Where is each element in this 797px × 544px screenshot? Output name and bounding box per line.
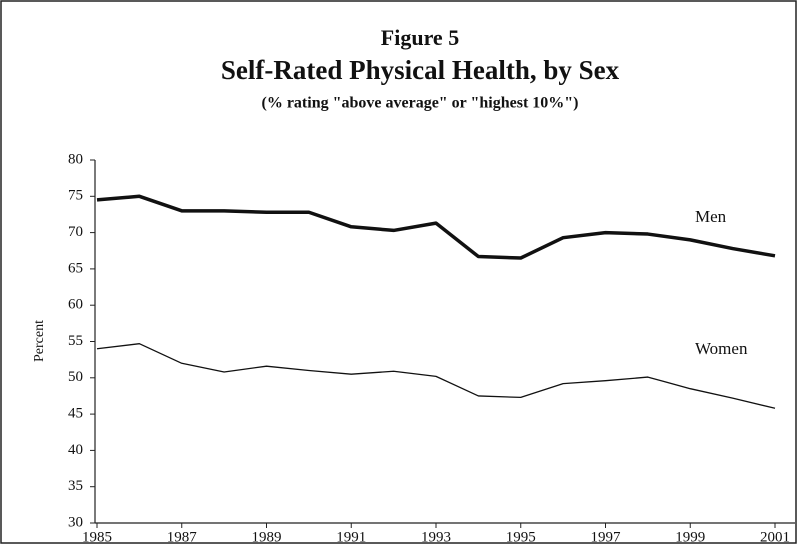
x-tick-label: 1999 (675, 529, 705, 544)
y-tick-label: 80 (68, 151, 83, 167)
chart-subtitle: (% rating "above average" or "highest 10… (262, 95, 579, 112)
y-tick-label: 45 (68, 406, 83, 422)
line-series (96, 343, 776, 409)
x-tick-label: 1991 (336, 529, 366, 544)
chart-title: Self-Rated Physical Health, by Sex (221, 55, 620, 85)
y-tick-label: 35 (68, 478, 83, 494)
series-label: Women (695, 339, 748, 358)
x-tick-label: 1995 (506, 529, 536, 544)
x-tick-label: 1985 (82, 529, 112, 544)
y-tick-label: 40 (68, 442, 83, 458)
figure-label: Figure 5 (381, 25, 459, 50)
y-tick-label: 60 (68, 297, 83, 313)
y-tick-label: 50 (68, 369, 83, 385)
x-tick-label: 2001 (760, 529, 790, 544)
x-tick-label: 1997 (591, 529, 622, 544)
x-tick-label: 1987 (167, 529, 198, 544)
y-axis-label: Percent (32, 320, 47, 362)
series-label: Men (695, 207, 727, 226)
x-tick-label: 1989 (252, 529, 282, 544)
line-series (96, 194, 776, 260)
y-tick-label: 30 (68, 514, 83, 530)
y-tick-label: 75 (68, 188, 83, 204)
y-tick-label: 55 (68, 333, 83, 349)
x-tick-label: 1993 (421, 529, 451, 544)
y-tick-label: 70 (68, 224, 83, 240)
y-tick-label: 65 (68, 260, 83, 276)
